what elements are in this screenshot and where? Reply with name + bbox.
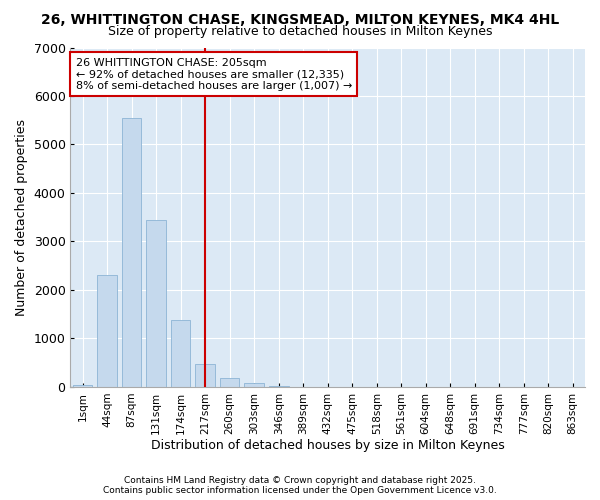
Text: 26 WHITTINGTON CHASE: 205sqm
← 92% of detached houses are smaller (12,335)
8% of: 26 WHITTINGTON CHASE: 205sqm ← 92% of de… (76, 58, 352, 91)
Text: 26, WHITTINGTON CHASE, KINGSMEAD, MILTON KEYNES, MK4 4HL: 26, WHITTINGTON CHASE, KINGSMEAD, MILTON… (41, 12, 559, 26)
Bar (146, 220, 166, 387)
X-axis label: Distribution of detached houses by size in Milton Keynes: Distribution of detached houses by size … (151, 440, 505, 452)
Bar (122, 118, 142, 387)
Bar (196, 364, 215, 387)
Bar (244, 384, 264, 387)
Bar (97, 276, 117, 387)
Text: Contains HM Land Registry data © Crown copyright and database right 2025.: Contains HM Land Registry data © Crown c… (124, 476, 476, 485)
Bar (269, 386, 289, 387)
Bar (73, 384, 92, 387)
Text: Contains public sector information licensed under the Open Government Licence v3: Contains public sector information licen… (103, 486, 497, 495)
Bar (220, 378, 239, 387)
Bar (171, 320, 190, 387)
Text: Size of property relative to detached houses in Milton Keynes: Size of property relative to detached ho… (108, 25, 492, 38)
Y-axis label: Number of detached properties: Number of detached properties (15, 118, 28, 316)
